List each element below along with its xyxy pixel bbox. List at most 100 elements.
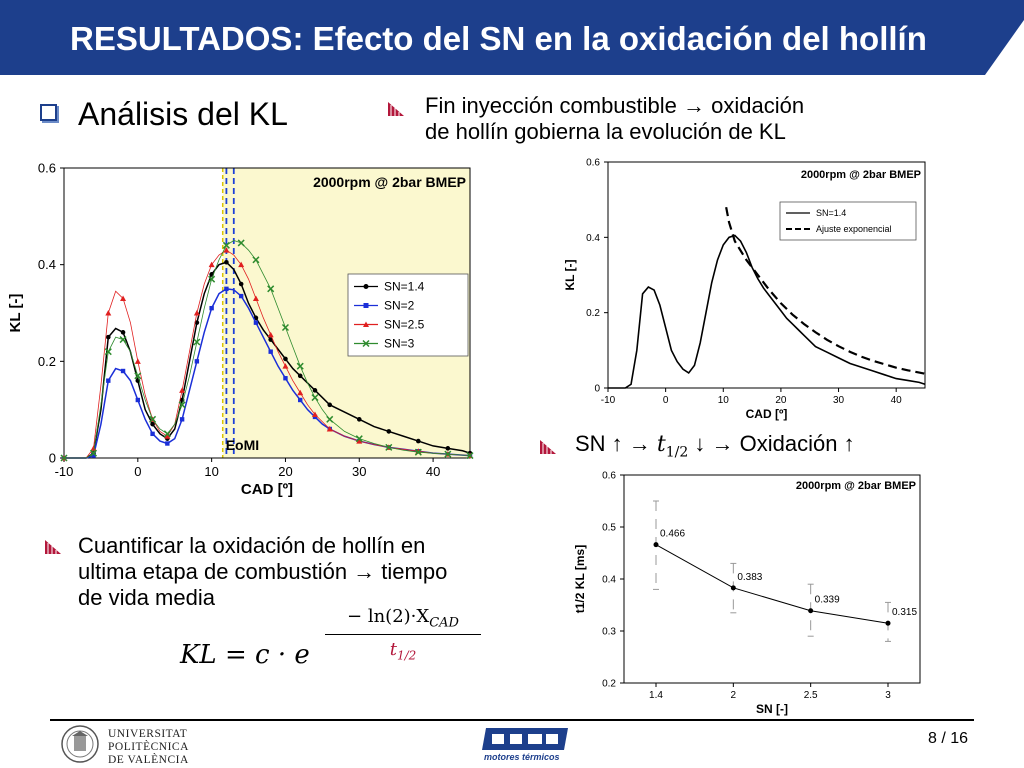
data-point [194,359,200,364]
data-label: 0.466 [660,529,685,540]
data-point [208,275,216,283]
chart-title: 2000rpm @ 2bar BMEP [801,169,921,181]
data-point [120,295,127,301]
x-tick-label: -10 [601,395,616,406]
x-tick-label: 0 [134,464,141,479]
plot-frame [607,161,926,389]
data-point [414,448,422,456]
data-point [283,376,288,381]
data-point [385,443,393,451]
data-point [253,320,259,325]
y-tick-label: 0.5 [602,523,616,534]
x-tick-label: 40 [426,464,440,479]
data-point [149,415,157,423]
data-point [120,368,126,374]
y-tick-label: 0.4 [586,233,600,244]
legend-label: SN=1.4 [384,280,425,294]
data-point [238,281,244,287]
data-point [386,429,392,434]
series-line-1 [725,206,926,375]
plot-frame [63,167,471,459]
data-point [209,305,214,311]
data-point [885,620,891,626]
y-tick-label: 0.2 [586,308,600,319]
data-point [163,430,171,438]
x-tick-label: 20 [775,395,787,406]
data-point [296,362,304,370]
data-point [193,338,201,346]
x-tick-label: 30 [352,464,366,479]
y-tick-label: 0.2 [602,679,616,690]
data-point [193,310,200,316]
y-axis-label: t1/2 KL [ms] [573,545,587,613]
header-bar: RESULTADOS: Efecto del SN en la oxidació… [0,0,1024,75]
cmt-logo-icon [482,728,568,750]
square-bullet-icon [40,104,57,121]
legend-box [779,201,917,241]
data-point [164,433,171,439]
data-point [730,585,736,591]
y-tick-label: 0.6 [586,158,600,169]
y-tick-label: 0.3 [602,627,616,638]
y-axis-label: KL [-] [7,294,24,333]
x-tick-label: 1.4 [649,690,663,701]
section-heading: Análisis del KL [78,96,288,132]
data-point [298,397,303,403]
data-point [444,450,452,458]
kl-formula: KL = c · e [180,640,310,670]
page-number: 8 / 16 [928,730,969,747]
data-point [224,259,229,265]
data-point [311,394,319,402]
data-point [150,431,155,437]
data-point [134,372,142,380]
data-point [104,348,112,356]
data-point [466,452,474,460]
legend-label: Ajuste exponencial [816,224,892,234]
data-point [297,389,304,396]
data-point [267,331,274,338]
data-point [356,417,362,422]
data-point [281,323,289,332]
data-label: 0.315 [892,607,917,618]
y-tick-label: 0.2 [38,354,56,369]
bullet-text-sn: SN ↑ → t1/2 ↓ → Oxidación ↑ [575,431,855,461]
data-point [179,417,185,422]
data-point [224,286,229,292]
data-point [326,415,334,423]
data-point [238,293,244,299]
data-point [297,373,303,379]
chart-title: 2000rpm @ 2bar BMEP [313,174,466,190]
data-point [222,241,230,249]
data-point [91,453,96,458]
chart-title: 2000rpm @ 2bar BMEP [796,480,916,492]
x-tick-label: 2.5 [804,690,818,701]
half-life-vs-sn-chart: 0.2 0.3 0.4 0.5 0.6 1.4 2 2.5 3 SN [-] t1/2 KL [ms… [573,471,921,716]
data-point [268,337,273,342]
data-point [208,261,215,268]
data-point [653,542,659,548]
x-tick-label: 10 [204,464,218,479]
x-tick-label: 3 [885,690,891,701]
data-point [105,310,112,316]
data-point [283,356,288,362]
legend-label: SN=2.5 [384,318,425,332]
data-point [311,411,318,417]
series-line [655,544,889,624]
y-tick-label: 0 [594,384,600,395]
y-tick-label: 0 [49,451,56,466]
data-point [150,421,155,427]
triangle-bullet-icon [388,102,404,116]
y-tick-label: 0.4 [602,575,616,586]
legend-marker [362,339,370,348]
data-point [223,247,230,253]
data-point [194,320,200,325]
eomi-annotation: EoMI [226,437,259,453]
data-point [267,285,275,293]
y-axis-label: KL [-] [563,259,577,290]
slide-title: RESULTADOS: Efecto del SN en la oxidació… [70,20,927,57]
legend-label: SN=3 [384,337,415,351]
data-point [282,363,289,369]
data-point [90,445,97,451]
